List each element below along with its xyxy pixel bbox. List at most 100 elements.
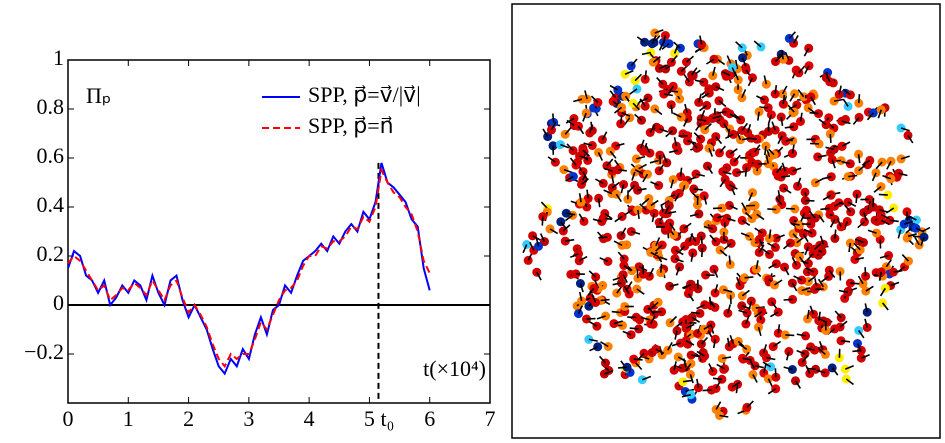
particle-arrow xyxy=(759,106,769,109)
snapshot-frame xyxy=(511,3,941,439)
particle-arrow xyxy=(907,134,914,144)
particle-arrow xyxy=(595,178,604,185)
particle-arrow xyxy=(589,346,599,352)
y-tick-label: 0.2 xyxy=(37,241,65,266)
particle-arrow xyxy=(715,380,722,389)
particle-arrow xyxy=(758,238,764,248)
particle-arrow xyxy=(831,367,839,376)
particle-arrow xyxy=(639,97,649,103)
particle-arrow xyxy=(656,77,664,85)
particle-arrow xyxy=(670,179,675,189)
particle-arrow xyxy=(685,340,695,346)
particle-arrow xyxy=(847,201,857,208)
particle-arrow xyxy=(881,219,890,226)
series-line xyxy=(67,162,431,376)
particle-arrow xyxy=(615,193,622,203)
particle-arrow xyxy=(796,177,802,187)
particle-arrow xyxy=(689,213,700,217)
particle-arrow xyxy=(729,204,738,211)
particle-arrow xyxy=(738,309,748,314)
particle-arrow xyxy=(705,58,715,65)
particle-arrow xyxy=(797,89,805,98)
particle-arrow xyxy=(690,67,698,76)
particle-arrow xyxy=(697,93,702,103)
particle-arrow xyxy=(818,118,827,126)
particle-arrow xyxy=(775,165,783,174)
particle-arrow xyxy=(767,378,774,388)
particle-arrow xyxy=(578,193,582,203)
particle-arrow xyxy=(584,90,588,100)
particle-arrow xyxy=(603,189,613,195)
particle-arrow xyxy=(715,136,723,145)
particle-arrow xyxy=(845,378,854,386)
particle-arrow xyxy=(729,184,738,190)
legend-label: SPP, p⃗=v⃗/|v⃗| xyxy=(308,82,421,107)
particle-arrow xyxy=(878,193,888,196)
particle-arrow xyxy=(695,173,705,177)
particle-arrow xyxy=(805,365,811,374)
particle-arrow xyxy=(634,113,643,121)
particle-arrow xyxy=(745,315,750,325)
particle-arrow xyxy=(914,236,920,246)
particle-arrow xyxy=(805,347,815,351)
particle-arrow xyxy=(564,214,574,222)
particle-arrow xyxy=(581,178,589,186)
t0-label: t₀ xyxy=(380,406,394,431)
particle-arrow xyxy=(818,214,825,223)
particle-arrow xyxy=(552,113,555,123)
particle-arrow xyxy=(838,289,848,294)
particle-arrow xyxy=(808,210,816,219)
particle-arrow xyxy=(785,137,795,143)
particle-arrow xyxy=(796,349,806,355)
particle-arrow xyxy=(659,128,669,133)
particle-arrow xyxy=(740,232,750,238)
particle-arrow xyxy=(864,303,868,313)
particle-arrow xyxy=(631,230,641,235)
particle-arrow xyxy=(718,100,727,108)
particle-arrow xyxy=(702,389,712,392)
particle-arrow xyxy=(881,302,889,311)
particle-arrow xyxy=(630,58,638,67)
particle-arrow xyxy=(854,238,864,244)
particle-arrow xyxy=(712,339,717,349)
particle-arrow xyxy=(699,35,703,45)
particle-arrow xyxy=(833,98,844,102)
particle-arrow xyxy=(777,324,781,334)
particle-arrow xyxy=(539,233,546,242)
particle-arrow xyxy=(636,155,646,160)
particle-arrow xyxy=(684,103,688,114)
particle-arrow xyxy=(834,310,842,319)
particle-arrow xyxy=(726,217,736,222)
particle-arrow xyxy=(683,222,692,230)
particle-arrow xyxy=(669,222,676,231)
particle-arrow xyxy=(780,116,784,127)
particle-arrow xyxy=(762,361,772,368)
particle-arrow xyxy=(685,323,695,329)
particle-arrow xyxy=(858,164,867,172)
particle-arrow xyxy=(806,309,810,320)
particle-arrow xyxy=(780,175,791,178)
particle-arrow xyxy=(579,283,584,293)
particle-arrow xyxy=(582,171,589,180)
particle-arrow xyxy=(767,388,777,395)
particle-arrow xyxy=(713,268,719,278)
particle-arrow xyxy=(649,124,656,133)
particle-arrow xyxy=(614,215,623,223)
particle-arrow xyxy=(661,42,670,50)
particle-arrow xyxy=(744,211,753,220)
particle-arrow xyxy=(805,267,815,273)
particle-arrow xyxy=(712,115,722,120)
particle-arrow xyxy=(604,369,614,375)
particle-arrow xyxy=(596,315,606,320)
particle-arrow xyxy=(700,235,703,246)
particle-arrow xyxy=(771,121,776,131)
particle-arrow xyxy=(768,229,772,239)
particle-arrow xyxy=(757,326,762,337)
particle-arrow xyxy=(612,282,622,286)
particle-arrow xyxy=(613,240,623,247)
plot-frame xyxy=(67,59,491,404)
particle-arrow xyxy=(733,154,741,163)
particle-arrow xyxy=(541,216,544,226)
particle-arrow xyxy=(673,44,679,54)
particle-arrow xyxy=(763,364,767,374)
